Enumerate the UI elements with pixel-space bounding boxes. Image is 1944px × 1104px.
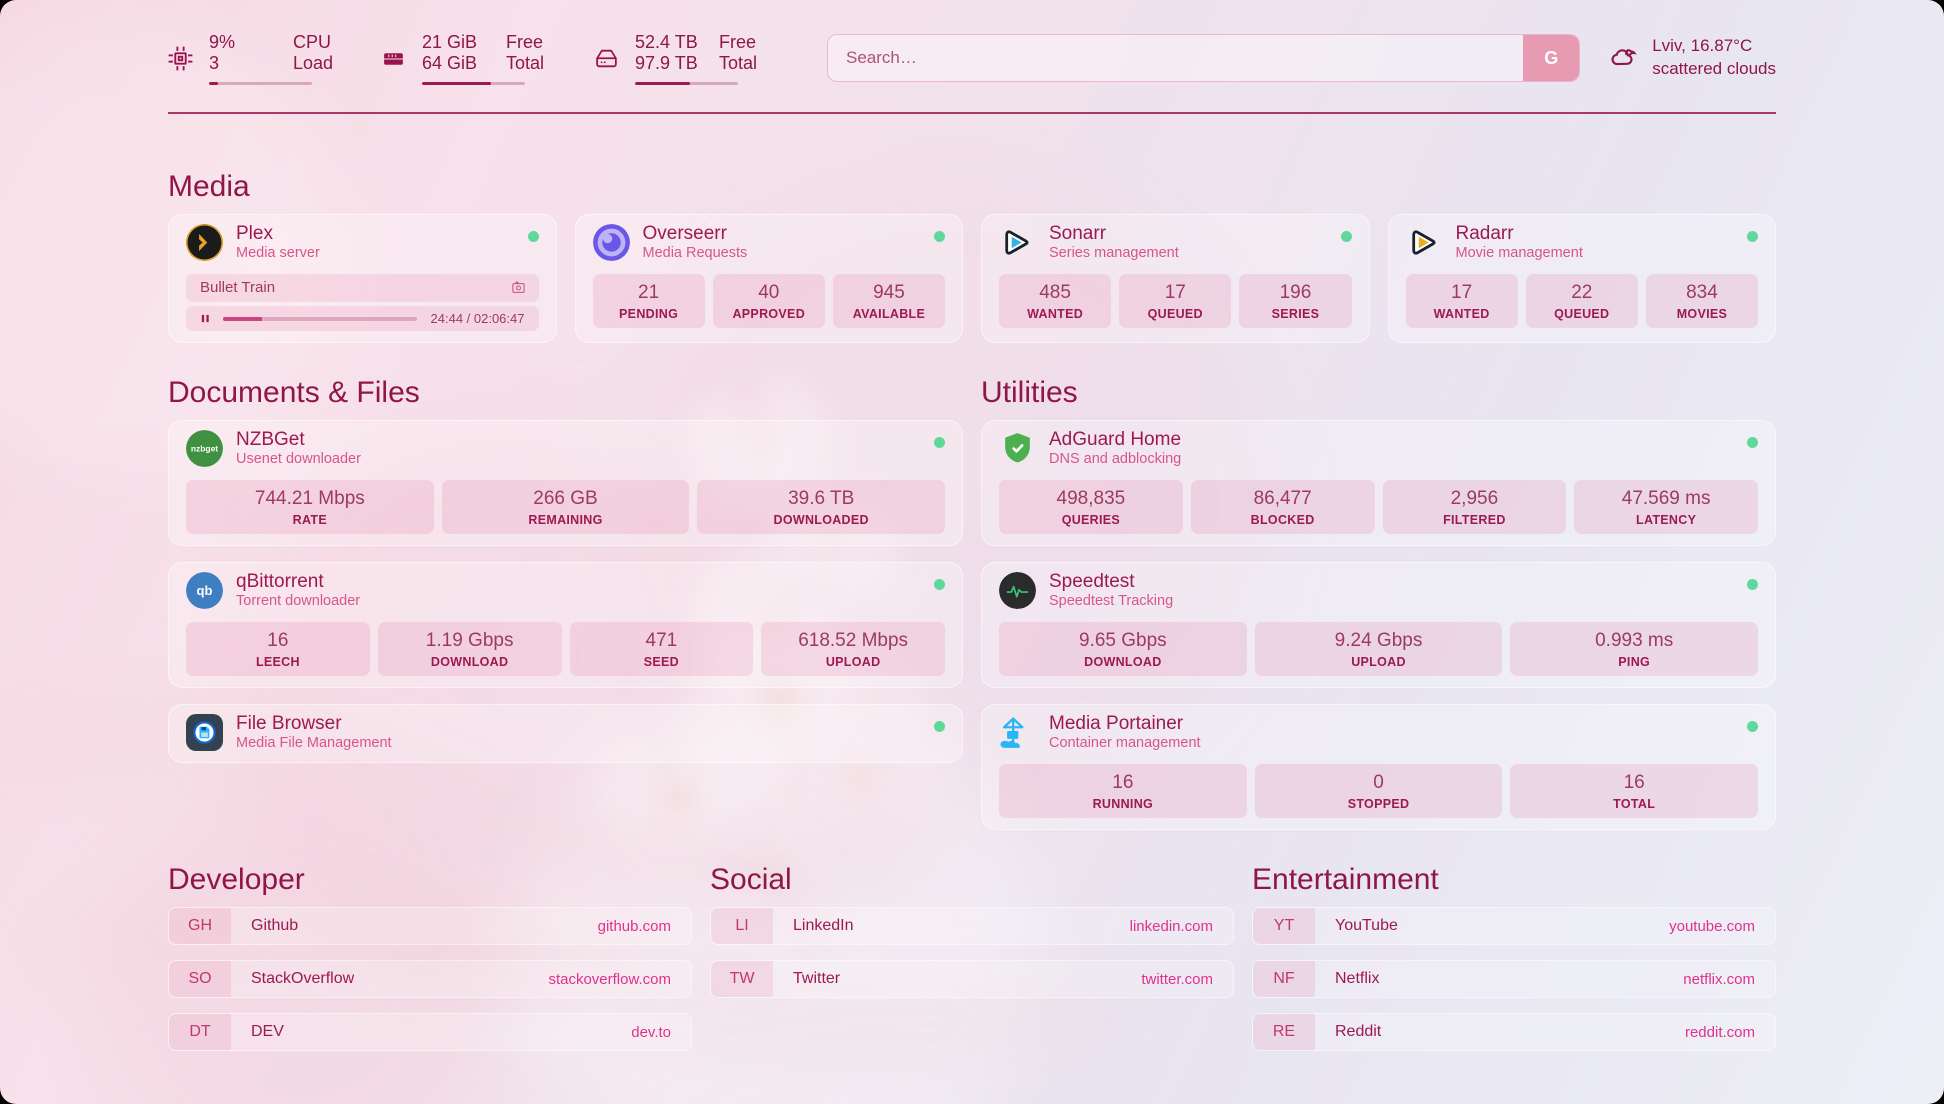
- svg-text:qb: qb: [197, 583, 213, 598]
- svg-text:nzbget: nzbget: [191, 443, 218, 453]
